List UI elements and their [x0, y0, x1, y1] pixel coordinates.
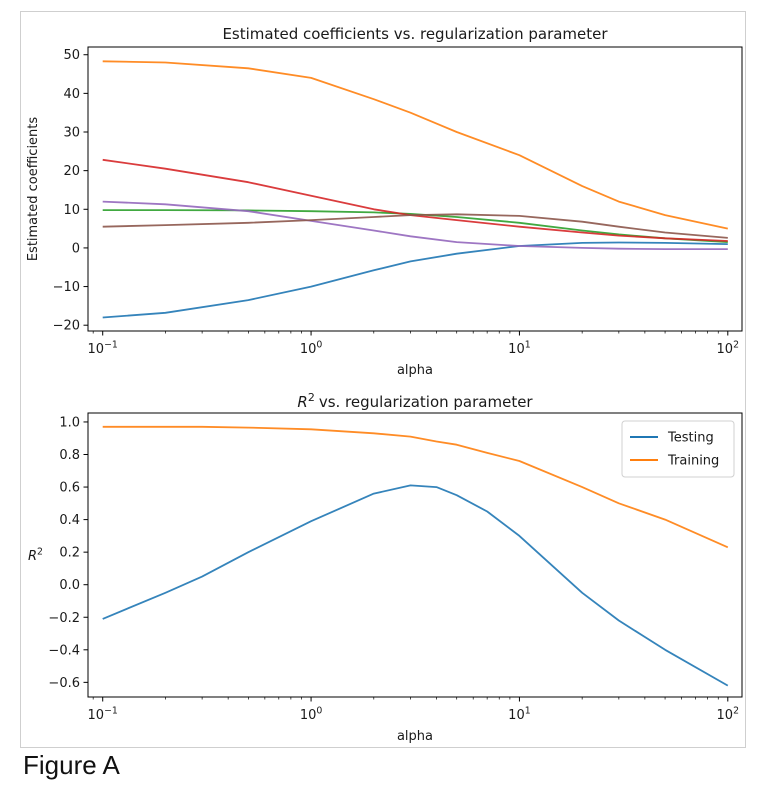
- legend: Testing Training: [621, 420, 735, 478]
- figure-caption: Figure A: [23, 750, 120, 780]
- y-tick-label: −0.6: [48, 676, 80, 691]
- series-line-2: [102, 425, 729, 549]
- y-tick-label: 0.4: [59, 513, 80, 528]
- y-axis-label: R2: [28, 547, 43, 564]
- y-tick-label: −0.2: [48, 611, 80, 626]
- y-axis-label: Estimated coefficients: [26, 117, 41, 262]
- figure-frame: [20, 11, 746, 748]
- y-tick-label: 20: [63, 164, 80, 179]
- x-axis-label: alpha: [397, 363, 433, 378]
- chart-title: R2 vs. regularization parameter: [297, 391, 533, 411]
- series-line-5: [102, 200, 728, 251]
- y-tick-label: 1.0: [59, 415, 80, 430]
- x-tick-label: 10−1: [88, 706, 118, 723]
- chart-2: 10−1 100 101 102 −0.6 −0.4 −0.2 0.0 0.2 0.4 0.6 0.8…: [28, 391, 743, 744]
- x-tick-label: 101: [508, 340, 531, 357]
- x-tick-label: 100: [300, 706, 323, 723]
- plot-frame: [87, 412, 743, 698]
- x-tick-label: 100: [300, 340, 323, 357]
- chart-title: Estimated coefficients vs. regularizatio…: [222, 25, 608, 43]
- y-tick-label: −0.4: [48, 643, 80, 658]
- x-tick-label: 101: [508, 706, 531, 723]
- series-line-2: [102, 60, 728, 230]
- y-tick-label: 10: [63, 203, 80, 218]
- x-tick-label: 102: [717, 706, 740, 723]
- x-tick-label: 102: [717, 340, 740, 357]
- series-line-4: [102, 158, 728, 242]
- y-tick-label: 0.8: [59, 448, 80, 463]
- y-tick-label: −20: [53, 319, 80, 334]
- legend-box: [621, 420, 735, 478]
- series-line-1: [102, 484, 729, 687]
- x-minor-ticks: [92, 697, 719, 700]
- x-minor-ticks: [92, 331, 719, 334]
- x-tick-label: 10−1: [88, 340, 118, 357]
- legend-label: Testing: [667, 431, 714, 446]
- y-tick-label: 0.2: [59, 546, 80, 561]
- y-tick-label: 0.0: [59, 578, 80, 593]
- x-axis-label: alpha: [397, 729, 433, 744]
- series-line-6: [102, 213, 728, 239]
- y-tick-label: 50: [63, 48, 80, 63]
- legend-label: Training: [667, 454, 719, 469]
- series-line-1: [102, 241, 728, 319]
- y-tick-label: 0.6: [59, 481, 80, 496]
- y-tick-label: 0: [72, 241, 80, 256]
- plot-frame: [87, 46, 743, 332]
- y-tick-label: 30: [63, 126, 80, 141]
- y-tick-label: 40: [63, 87, 80, 102]
- y-tick-label: −10: [53, 280, 80, 295]
- chart-1: 10−1 100 101 102 −20 −10 0 10 20 30 40 50 alpha Estim…: [26, 25, 743, 378]
